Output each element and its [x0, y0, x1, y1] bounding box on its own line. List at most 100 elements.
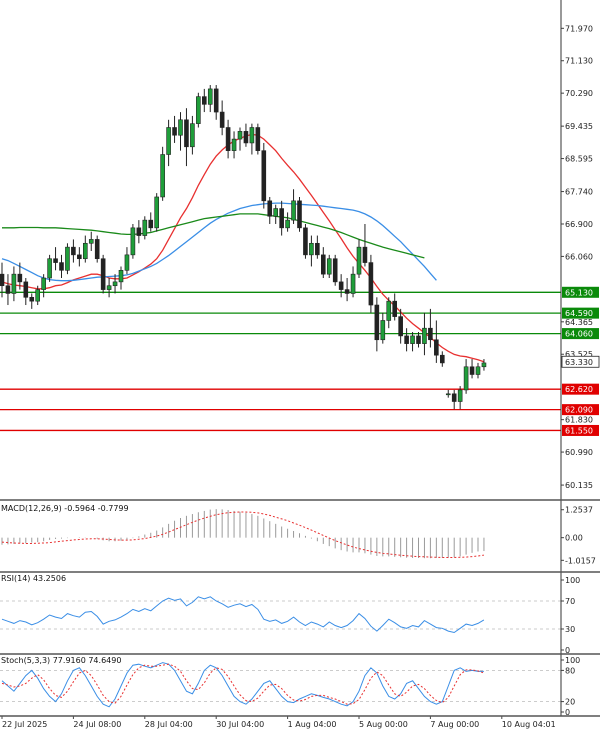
candle-body — [0, 273, 5, 287]
time-tick-label: 24 Jul 08:00 — [73, 720, 121, 729]
candle-body — [130, 227, 136, 256]
candle-body — [29, 297, 35, 302]
candle — [196, 92, 201, 128]
candle — [392, 293, 398, 321]
price-tick-label: 69.435 — [565, 122, 593, 131]
candle — [374, 297, 380, 352]
candle-body — [356, 246, 362, 275]
candle — [11, 266, 17, 302]
time-tick-label: 30 Jul 04:00 — [216, 720, 264, 729]
resistance-tag — [562, 307, 599, 319]
candle-body — [11, 273, 17, 294]
support-label: 62.620 — [565, 385, 593, 394]
candle-body — [380, 320, 386, 341]
candle-body — [445, 393, 451, 396]
candle-body — [386, 300, 392, 321]
candle-body — [53, 258, 58, 263]
rsi-label: RSI(14) 43.2506 — [1, 574, 66, 583]
candle — [130, 223, 136, 259]
candle — [356, 239, 362, 279]
candle-body — [457, 389, 463, 402]
candle-body — [350, 273, 356, 294]
macd-signal-line — [1, 511, 484, 558]
candle — [65, 243, 70, 275]
stochastic-tick-label: 20 — [565, 698, 575, 707]
support-label: 61.550 — [565, 426, 593, 435]
candle-body — [392, 300, 398, 317]
stochastic-k-line — [1, 662, 484, 708]
rsi-tick-label: 30 — [565, 625, 575, 634]
candle — [267, 196, 273, 224]
candle-body — [416, 335, 421, 344]
candle — [71, 239, 76, 263]
candle — [213, 85, 219, 120]
candle-body — [315, 242, 320, 256]
candle — [23, 278, 29, 306]
candle-body — [59, 262, 64, 271]
candle — [237, 127, 243, 151]
candle-body — [160, 154, 165, 198]
rsi-tick-label: 0 — [565, 646, 570, 655]
candle — [124, 247, 130, 275]
candle — [338, 274, 344, 298]
stochastic-label: Stoch(5,3,3) 77.9160 74.6490 — [1, 656, 121, 665]
candle-body — [368, 262, 374, 306]
moving-average-lines — [1, 133, 485, 363]
candle — [0, 262, 5, 298]
candle — [332, 254, 338, 286]
macd-label: MACD(12,26,9) -0.5964 -0.7799 — [1, 504, 129, 513]
candle — [451, 389, 457, 410]
candle-body — [422, 327, 427, 344]
candle-body — [439, 354, 445, 364]
last-price-label: 63.330 — [565, 358, 593, 367]
candle — [243, 123, 249, 147]
time-tick-label: 7 Aug 00:00 — [430, 720, 479, 729]
candle — [100, 254, 106, 294]
candle — [285, 212, 290, 232]
candle — [320, 247, 326, 279]
candle-body — [297, 200, 302, 229]
macd-tick-label: 0.00 — [565, 534, 583, 543]
candle — [410, 332, 415, 352]
candle — [231, 131, 237, 159]
candle-body — [481, 362, 487, 368]
candle — [166, 119, 171, 167]
candle — [481, 359, 487, 371]
candle — [41, 274, 46, 298]
candle-body — [166, 127, 171, 155]
candle-body — [124, 254, 130, 271]
candle — [279, 200, 284, 236]
candlesticks — [0, 85, 487, 410]
candle-body — [404, 335, 409, 344]
price-tick-label: 60.990 — [565, 448, 593, 457]
candle-body — [243, 131, 249, 144]
stochastic-tick-label: 0 — [565, 708, 570, 717]
price-tick-label: 64.365 — [565, 318, 593, 327]
time-tick-label: 22 Jul 2025 — [2, 720, 47, 729]
stochastic-tick-label: 80 — [565, 666, 575, 675]
candle — [315, 235, 320, 259]
candle-body — [344, 289, 350, 294]
resistance-tag — [562, 286, 599, 298]
candle — [344, 278, 350, 302]
candle-body — [285, 219, 290, 229]
resistance-label: 64.590 — [565, 309, 593, 318]
candle — [362, 223, 368, 267]
candle — [255, 123, 261, 155]
candle — [160, 146, 165, 201]
last-price-marker: 63.330 — [561, 355, 600, 368]
moving-average-line — [1, 133, 485, 363]
price-tick-label: 71.130 — [565, 57, 593, 66]
candle-body — [475, 366, 481, 375]
candle-body — [231, 138, 237, 151]
candle-body — [273, 208, 279, 217]
time-tick-label: 10 Aug 04:01 — [502, 720, 556, 729]
candle — [457, 386, 463, 410]
candle-body — [100, 258, 106, 290]
price-tick-label: 70.290 — [565, 89, 593, 98]
time-tick-label: 5 Aug 00:00 — [359, 720, 408, 729]
resistance-label: 64.060 — [565, 330, 593, 339]
candle — [434, 320, 439, 363]
